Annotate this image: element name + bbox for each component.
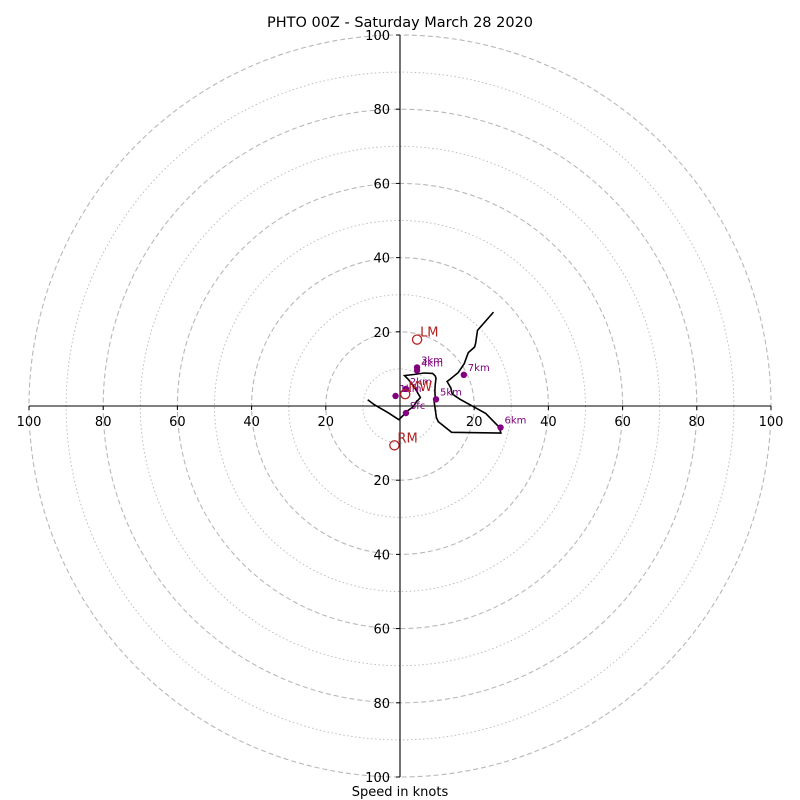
motion-marker-label: LM <box>420 326 438 341</box>
x-tick-label: 100 <box>759 415 784 430</box>
storm-motion-markers: LM RM MW <box>389 326 439 451</box>
height-marker-1km <box>392 392 399 400</box>
height-marker-label: 5km <box>440 387 462 398</box>
x-tick-label: 60 <box>169 415 186 430</box>
axes <box>29 35 771 777</box>
height-marker-4km <box>413 367 421 374</box>
motion-marker-rm <box>389 440 400 451</box>
height-marker-label: 2km <box>410 377 432 388</box>
height-marker-5km <box>432 396 440 403</box>
height-marker-label: 6km <box>505 416 527 427</box>
y-tick-label: 100 <box>365 29 390 44</box>
x-tick-label: 80 <box>95 415 112 430</box>
y-tick-label: 100 <box>365 771 390 786</box>
height-marker-label: Sfc <box>410 401 425 412</box>
tick-labels: 100 80 60 40 20 20 40 60 80 100 100 80 60 40 20 20 40 60 8… <box>17 29 784 786</box>
height-marker-label: 1km <box>400 384 422 395</box>
y-tick-label: 20 <box>373 326 390 341</box>
y-tick-label: 80 <box>373 697 390 712</box>
chart-title: PHTO 00Z - Saturday March 28 2020 <box>267 15 533 31</box>
x-tick-label: 100 <box>17 415 42 430</box>
x-tick-label: 40 <box>243 415 260 430</box>
motion-marker-mw <box>399 388 411 400</box>
height-marker-6km <box>497 424 504 431</box>
x-tick-label: 20 <box>318 415 335 430</box>
height-marker-label: 4km <box>421 358 443 369</box>
y-tick-label: 20 <box>373 474 390 489</box>
y-tick-label: 80 <box>373 103 390 118</box>
x-tick-label: 40 <box>540 415 557 430</box>
x-tick-label: 80 <box>689 415 706 430</box>
y-tick-label: 40 <box>373 548 390 563</box>
height-marker-sfc <box>402 409 410 417</box>
y-tick-label: 60 <box>373 623 390 638</box>
x-tick-label: 20 <box>466 415 483 430</box>
motion-marker-lm <box>411 334 423 345</box>
motion-marker-label: MW <box>408 380 432 395</box>
y-tick-label: 40 <box>373 252 390 267</box>
x-tick-label: 60 <box>614 415 631 430</box>
y-tick-label: 60 <box>373 177 390 192</box>
height-marker-label: 3km <box>421 355 443 366</box>
x-axis-label: Speed in knots <box>352 785 449 800</box>
height-marker-7km <box>460 371 468 379</box>
height-marker-label: 7km <box>468 363 490 374</box>
motion-marker-label: RM <box>397 431 417 446</box>
